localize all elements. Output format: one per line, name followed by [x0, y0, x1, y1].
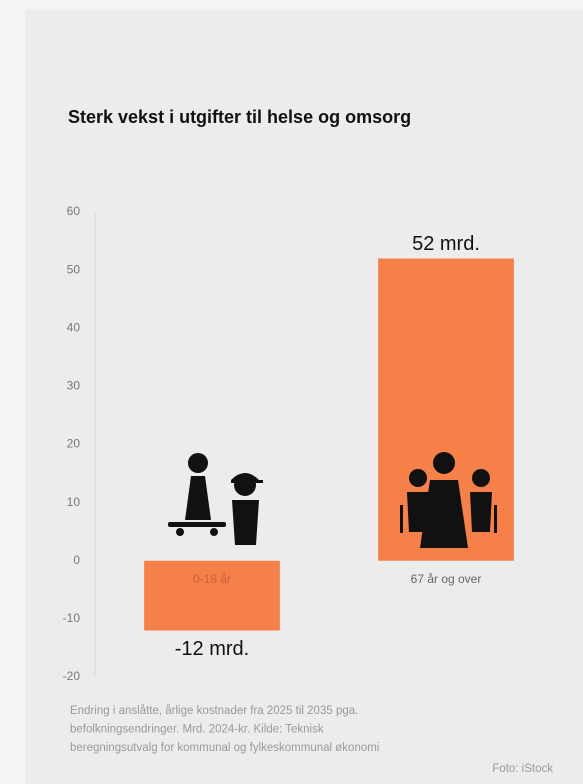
y-tick-label: 30 — [67, 379, 81, 393]
value-label: -12 mrd. — [175, 638, 249, 660]
value-label: 52 mrd. — [412, 233, 480, 255]
bar — [144, 560, 280, 631]
y-tick-label: 20 — [67, 437, 81, 451]
y-tick-label: 50 — [67, 262, 81, 276]
y-tick-label: 40 — [67, 320, 81, 334]
y-tick-label: -10 — [63, 611, 81, 625]
chart-title: Sterk vekst i utgifter til helse og omso… — [68, 107, 411, 127]
y-tick-label: 0 — [73, 553, 80, 567]
footnote: beregningsutvalg for kommunal og fylkesk… — [70, 742, 379, 754]
footnote: befolkningsendringer. Mrd. 2024-kr. Kild… — [70, 724, 324, 736]
y-tick-label: 10 — [67, 495, 81, 509]
footnote: Endring i anslåtte, årlige kostnader fra… — [70, 705, 358, 717]
x-tick-label: 67 år og over — [411, 572, 482, 586]
credit: Foto: iStock — [492, 763, 553, 775]
children-icon — [168, 453, 263, 545]
y-tick-label: 60 — [67, 204, 81, 218]
elderly-icon — [400, 452, 497, 548]
x-tick-label: 0-18 år — [193, 572, 231, 586]
y-tick-label: -20 — [63, 669, 81, 683]
